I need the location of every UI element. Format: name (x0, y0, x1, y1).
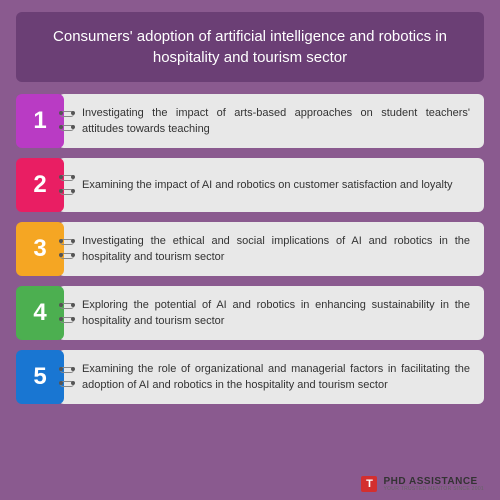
binder-rings (60, 239, 74, 259)
brand-name: PHD ASSISTANCE (383, 477, 484, 487)
item-text: Examining the impact of AI and robotics … (82, 177, 453, 194)
list-item: 3 Investigating the ethical and social i… (16, 222, 484, 276)
brand-tagline: YOUR TRUSTED MENTOR SINCE 2001 (383, 487, 484, 492)
list-item: 2 Examining the impact of AI and robotic… (16, 158, 484, 212)
item-number-4: 4 (16, 286, 64, 340)
binder-rings (60, 303, 74, 323)
item-number-3: 3 (16, 222, 64, 276)
list-item: 5 Examining the role of organizational a… (16, 350, 484, 404)
brand-text-block: PHD ASSISTANCE YOUR TRUSTED MENTOR SINCE… (383, 477, 484, 492)
item-number-1: 1 (16, 94, 64, 148)
item-number-2: 2 (16, 158, 64, 212)
item-number-5: 5 (16, 350, 64, 404)
binder-rings (60, 175, 74, 195)
item-text: Exploring the potential of AI and roboti… (82, 297, 470, 330)
item-text-box: Examining the role of organizational and… (58, 350, 484, 404)
list-item: 1 Investigating the impact of arts-based… (16, 94, 484, 148)
brand-icon: T (361, 476, 377, 492)
item-text-box: Investigating the impact of arts-based a… (58, 94, 484, 148)
binder-rings (60, 367, 74, 387)
item-text-box: Examining the impact of AI and robotics … (58, 158, 484, 212)
header-panel: Consumers' adoption of artificial intell… (16, 12, 484, 82)
binder-rings (60, 111, 74, 131)
item-text-box: Investigating the ethical and social imp… (58, 222, 484, 276)
footer-brand: T PHD ASSISTANCE YOUR TRUSTED MENTOR SIN… (361, 476, 484, 492)
list-item: 4 Exploring the potential of AI and robo… (16, 286, 484, 340)
item-text: Examining the role of organizational and… (82, 361, 470, 394)
item-text: Investigating the ethical and social imp… (82, 233, 470, 266)
item-text: Investigating the impact of arts-based a… (82, 105, 470, 138)
item-text-box: Exploring the potential of AI and roboti… (58, 286, 484, 340)
page-title: Consumers' adoption of artificial intell… (36, 26, 464, 68)
